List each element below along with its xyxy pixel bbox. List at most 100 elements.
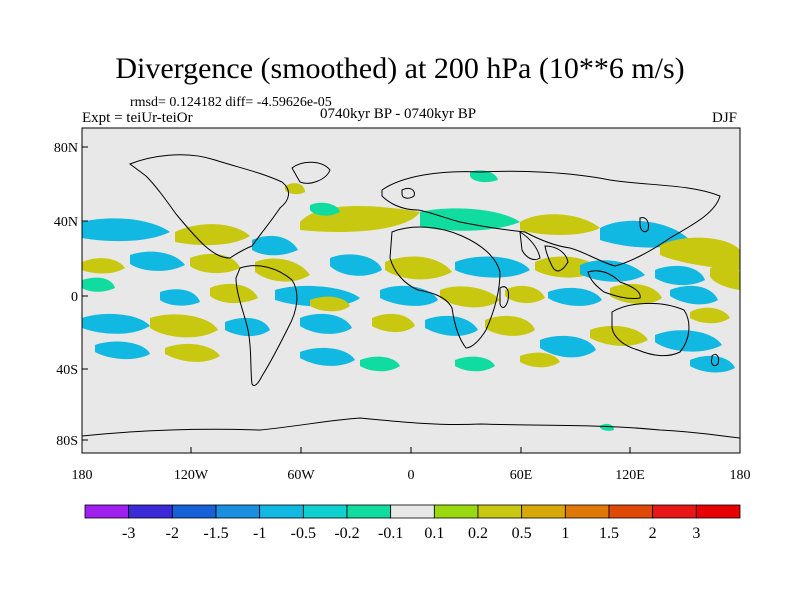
longitude-axis: 180 120W 60W 0 60E 120E 180	[72, 447, 751, 483]
region-positive	[150, 314, 218, 338]
region-positive	[440, 286, 500, 308]
colorbar-swatch	[84, 504, 130, 519]
experiment-label: Expt = teiUr-teiOr	[82, 110, 193, 126]
colorbar-swatch	[171, 504, 217, 519]
coastlines	[82, 154, 740, 439]
region-positive	[190, 253, 240, 274]
region-negative	[580, 260, 645, 282]
colorbar-swatch	[433, 504, 479, 519]
region-negative	[470, 170, 498, 183]
chart-title: Divergence (smoothed) at 200 hPa (10**6 …	[115, 52, 685, 85]
colorbar-swatch	[390, 504, 435, 519]
region-positive	[310, 296, 350, 312]
region-positive	[165, 343, 220, 362]
lon-label: 60E	[510, 468, 533, 483]
colorbar-label: 0.2	[468, 525, 488, 542]
colorbar-label: -3	[122, 525, 135, 542]
colorbar-label: -0.5	[291, 525, 316, 542]
colorbar-swatch	[259, 504, 304, 519]
colorbar-label: -2	[166, 525, 179, 542]
coast-indonesia	[587, 270, 641, 299]
coast-australia	[611, 302, 690, 357]
colorbar-swatch	[652, 504, 697, 519]
colorbar-label: 0.5	[512, 525, 532, 542]
lon-label: 120E	[615, 468, 645, 483]
lat-label: 40N	[54, 215, 78, 230]
region-negative	[310, 202, 340, 216]
coast-north-america	[128, 154, 289, 259]
lat-label: 80N	[54, 141, 78, 156]
coast-japan	[639, 217, 649, 233]
coast-arabia	[519, 231, 541, 261]
region-negative	[548, 287, 602, 306]
region-negative	[300, 347, 355, 366]
region-positive	[690, 307, 730, 324]
region-negative	[455, 256, 530, 278]
colorbar-swatch	[564, 504, 610, 519]
region-positive	[660, 237, 740, 270]
field-shading	[82, 170, 740, 431]
region-positive	[710, 264, 740, 290]
coast-south-america	[235, 265, 298, 387]
colorbar-swatch	[608, 504, 654, 519]
colorbar-label: -0.1	[378, 525, 403, 542]
region-negative	[130, 251, 185, 271]
region-positive	[520, 352, 560, 368]
colorbar-label: 1	[561, 525, 569, 542]
region-negative	[252, 235, 298, 256]
lat-label: 40S	[56, 363, 78, 378]
region-positive	[610, 283, 662, 304]
lon-label: 0	[408, 468, 415, 483]
region-negative	[425, 315, 478, 336]
region-negative	[600, 423, 614, 431]
colorbar-label: -0.2	[334, 525, 359, 542]
colorbar-label: -1	[253, 525, 266, 542]
region-negative	[420, 208, 520, 231]
colorbar-label: 1.5	[599, 525, 619, 542]
coast-greenland	[291, 161, 331, 184]
colorbar-swatch	[302, 504, 348, 519]
colorbar-swatch	[695, 504, 741, 519]
coast-british-isles	[401, 187, 415, 199]
region-negative	[82, 277, 115, 292]
latitude-axis: 80N 40N 0 40S 80S	[54, 141, 88, 449]
region-negative	[670, 285, 718, 305]
season-label: DJF	[712, 110, 738, 126]
coast-eurasia	[381, 170, 721, 267]
colorbar-swatch	[128, 504, 173, 519]
colorbar-swatch	[215, 504, 261, 519]
colorbar-swatch	[521, 504, 566, 519]
coast-india	[544, 245, 569, 272]
period-label: 0740kyr BP - 0740kyr BP	[320, 106, 477, 122]
region-negative	[300, 313, 352, 334]
lon-label: 180	[72, 468, 93, 483]
lon-label: 120W	[174, 468, 209, 483]
coast-antarctica	[82, 417, 740, 439]
region-positive	[372, 313, 415, 333]
colorbar-swatch	[477, 504, 523, 519]
region-negative	[360, 356, 400, 372]
region-negative	[600, 220, 690, 248]
region-negative	[655, 265, 705, 286]
region-positive	[255, 258, 310, 282]
region-positive	[590, 325, 648, 346]
colorbar-label: 2	[649, 525, 657, 542]
region-negative	[82, 313, 150, 334]
region-negative	[540, 335, 596, 358]
region-negative	[655, 330, 722, 352]
lon-label: 180	[730, 468, 751, 483]
colorbar-label: -1.5	[203, 525, 228, 542]
coast-africa	[389, 226, 501, 349]
region-negative	[455, 356, 495, 372]
region-positive	[285, 183, 305, 195]
region-positive	[485, 315, 535, 336]
colorbar-label: 0.1	[424, 525, 444, 542]
colorbar-swatch	[346, 504, 392, 519]
colorbar-label: 3	[692, 525, 700, 542]
lon-label: 60W	[287, 468, 315, 483]
coast-new-zealand	[711, 353, 719, 367]
region-positive	[505, 285, 545, 304]
coast-madagascar	[499, 286, 509, 308]
region-negative	[95, 341, 150, 360]
